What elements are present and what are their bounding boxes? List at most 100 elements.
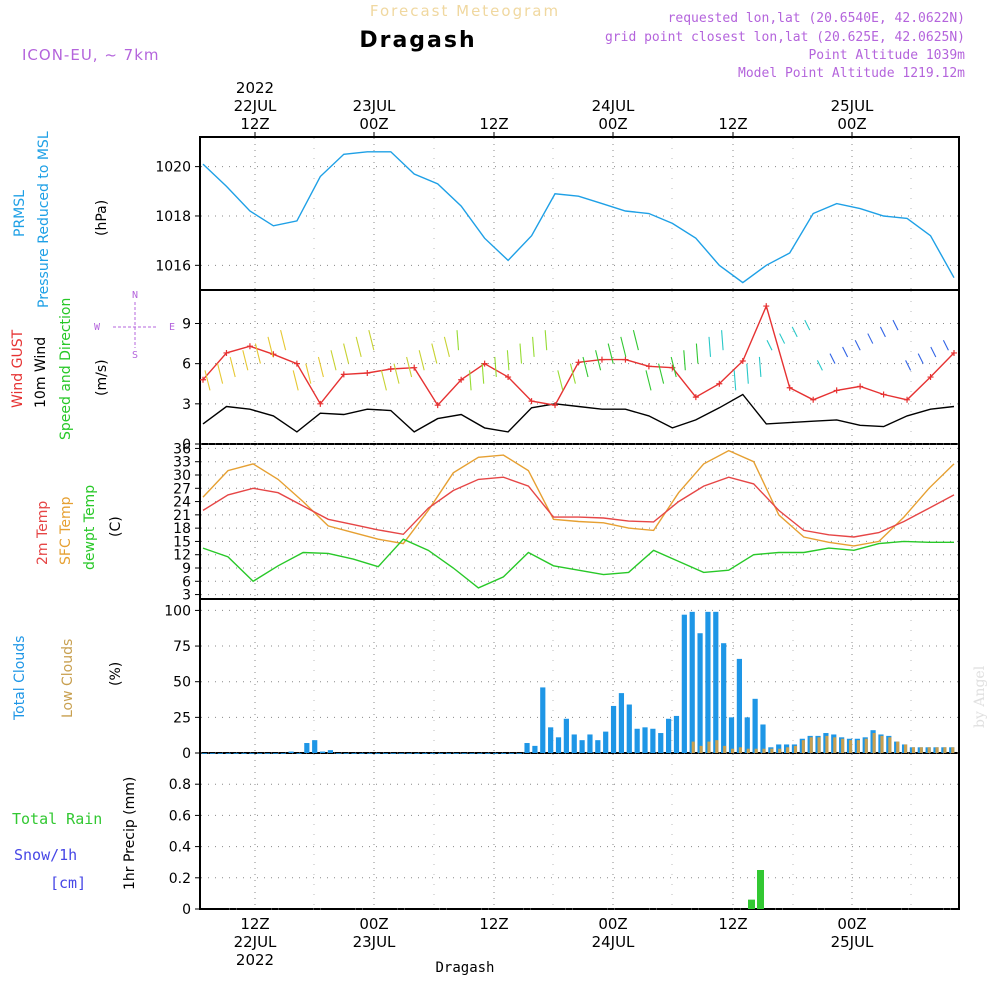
temp-unit: (C) <box>108 516 124 537</box>
gust-point <box>904 396 911 403</box>
top-time-label: 00Z <box>598 115 627 133</box>
wind-arrow <box>879 326 886 338</box>
compass-rose: N S W E <box>94 290 175 361</box>
low-cloud-bar <box>699 745 703 753</box>
total-cloud-bar <box>752 698 758 753</box>
gust-point <box>246 343 253 350</box>
wind-gust-label: Wind GUST <box>10 329 26 408</box>
low-cloud-bar <box>809 737 813 753</box>
clouds-low-label: Low Clouds <box>60 639 76 718</box>
total-cloud-bar <box>209 753 216 754</box>
wind-arrow <box>481 363 485 384</box>
y-tick-label: 24 <box>173 495 191 511</box>
bottom-time-label: 12Z <box>479 915 508 933</box>
wind-arrow <box>683 350 686 371</box>
gust-point <box>951 349 957 356</box>
top-time-label: 00Z <box>359 115 388 133</box>
wind-arrow <box>930 346 937 358</box>
bottom-time-label: 00Z <box>837 915 866 933</box>
total-cloud-bar <box>257 753 263 754</box>
low-cloud-bar <box>723 745 727 753</box>
wind-arrow <box>393 363 400 384</box>
total-cloud-bar <box>241 753 247 754</box>
grid-lines <box>201 138 958 910</box>
wind-arrow <box>917 353 924 364</box>
wind-arrow <box>229 356 236 378</box>
low-cloud-bar <box>715 740 719 753</box>
chart-marks <box>200 151 958 910</box>
y-tick-label: 0.4 <box>169 840 191 856</box>
wind-arrow <box>804 319 811 331</box>
wind-arrow <box>905 360 912 371</box>
bottom-time-label: 12Z <box>240 915 269 933</box>
clouds-unit: (%) <box>108 662 124 686</box>
low-cloud-bar <box>762 748 766 753</box>
compass-w: W <box>94 322 101 333</box>
top-time-label: 25JUL <box>831 97 874 115</box>
gust-point <box>364 370 371 377</box>
low-cloud-bar <box>746 748 750 753</box>
total-cloud-bar <box>319 751 326 753</box>
rain-bar <box>757 870 764 909</box>
gust-point <box>552 402 559 409</box>
wind-arrow <box>854 340 861 351</box>
clouds-total-label: Total Clouds <box>12 636 28 721</box>
temp-2m-line <box>202 476 955 538</box>
sfc-temp-line <box>202 449 955 547</box>
wind-arrow <box>758 356 762 377</box>
wind-arrow <box>779 333 786 344</box>
wind-arrow <box>670 356 677 378</box>
wind-arrow <box>867 333 874 344</box>
wind-panel <box>199 289 960 445</box>
y-tick-label: 21 <box>173 508 191 524</box>
total-cloud-bar <box>217 753 223 754</box>
wind-arrow <box>595 350 602 371</box>
total-cloud-bar <box>382 753 389 754</box>
total-cloud-bar <box>736 658 742 753</box>
y-tick-label: 0.6 <box>169 808 191 824</box>
total-cloud-bar <box>744 717 750 753</box>
precip-panel <box>199 752 960 910</box>
wind-arrow <box>695 343 699 364</box>
total-cloud-bar <box>390 753 396 754</box>
low-cloud-bar <box>738 747 742 753</box>
low-cloud-bar <box>904 744 908 753</box>
y-tick-label: 6 <box>182 357 191 373</box>
total-cloud-bar <box>225 753 231 754</box>
wind-10m-label: 10m Wind <box>33 337 49 408</box>
y-tick-label: 30 <box>173 468 191 484</box>
wind-arrow <box>380 370 387 391</box>
y-tick-label: 3 <box>182 397 191 413</box>
total-cloud-bar <box>681 614 687 753</box>
total-cloud-bar <box>272 753 278 754</box>
gust-point <box>833 387 840 394</box>
total-cloud-bar <box>658 733 664 753</box>
y-tick-label: 0 <box>182 746 191 762</box>
wind-arrow <box>443 336 450 358</box>
wind-arrow <box>494 356 497 377</box>
wind-arrow <box>746 363 749 384</box>
y-tick-label: 9 <box>182 561 191 577</box>
gust-point <box>622 356 629 363</box>
total-cloud-bar <box>595 740 601 753</box>
wind-arrow <box>217 363 224 384</box>
wind-arrow <box>708 336 712 357</box>
bottom-time-label: 23JUL <box>353 933 396 951</box>
gust-point <box>645 363 652 370</box>
low-cloud-bar <box>919 747 923 753</box>
total-cloud-bar <box>579 740 585 753</box>
gust-point <box>528 398 535 405</box>
total-cloud-bar <box>461 753 467 754</box>
wind-arrow <box>254 343 261 364</box>
low-cloud-bar <box>786 747 790 753</box>
total-cloud-bar <box>304 743 310 753</box>
total-cloud-bar <box>713 611 719 753</box>
page-title: Dragash <box>359 28 476 53</box>
wind-arrow <box>582 356 589 378</box>
low-cloud-bar <box>833 737 837 753</box>
y-tick-label: 0.2 <box>169 871 191 887</box>
total-cloud-bar <box>634 728 640 753</box>
temp-sfc-label: SFC Temp <box>58 496 74 565</box>
total-cloud-bar <box>610 705 617 753</box>
